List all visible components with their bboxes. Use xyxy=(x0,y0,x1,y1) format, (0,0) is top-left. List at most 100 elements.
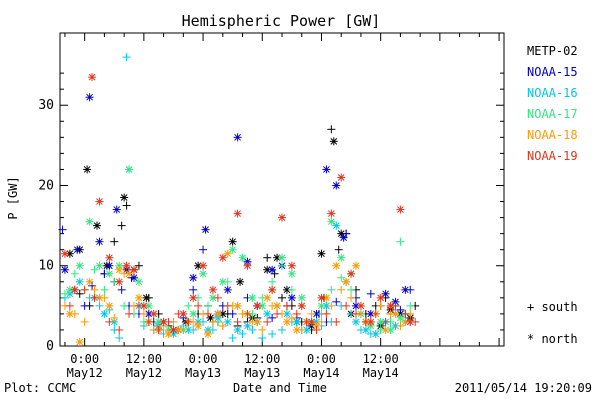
data-point-north xyxy=(339,233,348,242)
data-point-north xyxy=(332,221,341,230)
data-point-south xyxy=(268,277,277,286)
data-point-north xyxy=(287,293,296,302)
data-point-north xyxy=(342,277,351,286)
data-point-north xyxy=(263,265,272,274)
data-point-south xyxy=(189,285,198,294)
data-point-south xyxy=(327,125,336,134)
data-point-north xyxy=(327,217,336,226)
data-point-south xyxy=(263,253,272,262)
data-point-south xyxy=(270,269,279,278)
data-point-south xyxy=(194,301,203,310)
data-point-south xyxy=(139,309,148,318)
data-point-north xyxy=(278,253,286,262)
data-point-north xyxy=(105,301,114,310)
y-tick-label: 0 xyxy=(46,339,54,354)
data-point-south xyxy=(273,309,282,318)
data-point-north xyxy=(174,325,183,334)
data-point-north xyxy=(159,317,168,326)
data-point-north xyxy=(65,309,74,318)
data-point-north xyxy=(134,293,143,302)
data-point-north xyxy=(243,321,252,330)
legend-marker-south: + south xyxy=(527,300,578,314)
data-point-north xyxy=(337,229,346,238)
data-point-north xyxy=(189,293,198,302)
data-point-south xyxy=(218,321,227,330)
data-point-north xyxy=(223,249,232,258)
data-point-north xyxy=(352,261,360,270)
data-point-north xyxy=(75,277,84,286)
data-point-north xyxy=(139,301,148,310)
data-point-north xyxy=(130,273,138,282)
data-point-north xyxy=(125,269,134,278)
data-point-south xyxy=(75,289,84,298)
data-point-north xyxy=(199,269,208,278)
data-point-north xyxy=(194,261,203,270)
data-point-south xyxy=(90,265,99,274)
data-point-south xyxy=(337,285,346,294)
data-point-south xyxy=(65,301,74,310)
data-point-south xyxy=(233,317,242,326)
data-point-south xyxy=(95,301,104,310)
data-point-north xyxy=(258,301,267,310)
data-point-south xyxy=(327,301,336,310)
data-point-north xyxy=(189,309,198,318)
data-point-south xyxy=(352,309,360,318)
data-point-north xyxy=(263,309,272,318)
data-point-north xyxy=(130,265,138,274)
data-point-north xyxy=(73,245,82,254)
data-point-south xyxy=(204,301,212,310)
data-point-south xyxy=(317,317,326,326)
data-point-south xyxy=(334,245,343,254)
data-point-north xyxy=(208,285,217,294)
data-point-north xyxy=(85,277,94,286)
data-point-north xyxy=(278,213,286,222)
data-point-north xyxy=(105,261,114,270)
data-points xyxy=(58,53,420,346)
data-point-north xyxy=(396,313,405,322)
data-point-south xyxy=(199,245,208,254)
data-point-south xyxy=(401,309,410,318)
data-point-north xyxy=(233,301,242,310)
y-axis-label: P [GW] xyxy=(6,176,20,219)
data-point-north xyxy=(189,273,198,282)
data-point-north xyxy=(179,309,188,318)
data-point-north xyxy=(337,253,346,262)
data-point-north xyxy=(361,325,370,334)
data-point-south xyxy=(100,285,109,294)
legend-entry: NOAA-15 xyxy=(527,65,578,79)
data-point-north xyxy=(218,253,227,262)
x-tick-date: May13 xyxy=(185,366,221,380)
y-tick-label: 20 xyxy=(38,178,54,193)
data-point-south xyxy=(204,309,212,318)
data-point-north xyxy=(122,261,131,270)
data-point-south xyxy=(122,53,131,62)
data-point-north xyxy=(332,261,341,270)
x-tick-time: 12:00 xyxy=(126,352,162,366)
legend-entry: NOAA-16 xyxy=(527,86,578,100)
data-point-north xyxy=(105,253,114,262)
data-point-north xyxy=(268,285,277,294)
chart-title: Hemispheric Power [GW] xyxy=(182,12,381,30)
data-point-north xyxy=(401,285,410,294)
data-point-south xyxy=(347,293,356,302)
data-point-south xyxy=(117,285,126,294)
data-point-north xyxy=(70,285,79,294)
data-point-north xyxy=(396,205,405,214)
data-point-south xyxy=(292,309,301,318)
data-point-south xyxy=(88,281,97,290)
data-point-north xyxy=(218,277,227,286)
data-point-north xyxy=(199,261,208,270)
data-point-north xyxy=(83,165,92,174)
data-point-north xyxy=(352,317,360,326)
data-point-north xyxy=(115,277,124,286)
data-point-north xyxy=(105,269,114,278)
data-point-north xyxy=(322,165,331,174)
data-point-south xyxy=(312,325,321,334)
legend-entry: METP-02 xyxy=(527,44,578,58)
data-point-north xyxy=(184,325,193,334)
data-point-north xyxy=(110,317,119,326)
data-point-north xyxy=(228,245,237,254)
data-point-north xyxy=(292,317,301,326)
data-point-south xyxy=(287,285,296,294)
data-point-south xyxy=(80,317,89,326)
